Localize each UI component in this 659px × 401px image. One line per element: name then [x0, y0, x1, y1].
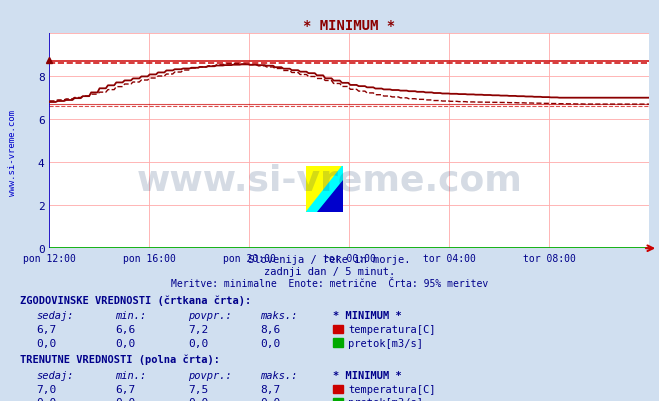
Text: maks.:: maks.: [260, 310, 298, 320]
Text: Slovenija / reke in morje.: Slovenija / reke in morje. [248, 255, 411, 265]
Text: 0,0: 0,0 [36, 397, 57, 401]
Title: * MINIMUM *: * MINIMUM * [303, 19, 395, 33]
Text: 0,0: 0,0 [260, 338, 281, 348]
Text: TRENUTNE VREDNOSTI (polna črta):: TRENUTNE VREDNOSTI (polna črta): [20, 354, 219, 365]
Text: sedaj:: sedaj: [36, 370, 74, 380]
Text: temperatura[C]: temperatura[C] [348, 324, 436, 334]
Text: 7,0: 7,0 [36, 384, 57, 394]
Text: 6,7: 6,7 [36, 324, 57, 334]
Text: 0,0: 0,0 [188, 338, 208, 348]
Text: zadnji dan / 5 minut.: zadnji dan / 5 minut. [264, 267, 395, 277]
Text: * MINIMUM *: * MINIMUM * [333, 310, 401, 320]
Text: min.:: min.: [115, 310, 146, 320]
Text: * MINIMUM *: * MINIMUM * [333, 370, 401, 380]
Text: 0,0: 0,0 [36, 338, 57, 348]
Text: pretok[m3/s]: pretok[m3/s] [348, 338, 423, 348]
Text: 0,0: 0,0 [115, 397, 136, 401]
Polygon shape [318, 180, 343, 213]
Text: 6,7: 6,7 [115, 384, 136, 394]
Text: pretok[m3/s]: pretok[m3/s] [348, 397, 423, 401]
Polygon shape [306, 166, 343, 213]
Text: 0,0: 0,0 [115, 338, 136, 348]
Text: min.:: min.: [115, 370, 146, 380]
Text: povpr.:: povpr.: [188, 370, 231, 380]
Text: www.si-vreme.com: www.si-vreme.com [8, 109, 17, 195]
Text: 7,5: 7,5 [188, 384, 208, 394]
Text: www.si-vreme.com: www.si-vreme.com [136, 164, 523, 197]
Text: temperatura[C]: temperatura[C] [348, 384, 436, 394]
Text: 0,0: 0,0 [188, 397, 208, 401]
Text: ZGODOVINSKE VREDNOSTI (črtkana črta):: ZGODOVINSKE VREDNOSTI (črtkana črta): [20, 294, 251, 305]
Text: povpr.:: povpr.: [188, 310, 231, 320]
Text: sedaj:: sedaj: [36, 310, 74, 320]
Text: 6,6: 6,6 [115, 324, 136, 334]
Text: 7,2: 7,2 [188, 324, 208, 334]
Text: maks.:: maks.: [260, 370, 298, 380]
Polygon shape [306, 166, 343, 213]
Text: 0,0: 0,0 [260, 397, 281, 401]
Text: Meritve: minimalne  Enote: metrične  Črta: 95% meritev: Meritve: minimalne Enote: metrične Črta:… [171, 279, 488, 289]
Text: 8,6: 8,6 [260, 324, 281, 334]
Text: 8,7: 8,7 [260, 384, 281, 394]
